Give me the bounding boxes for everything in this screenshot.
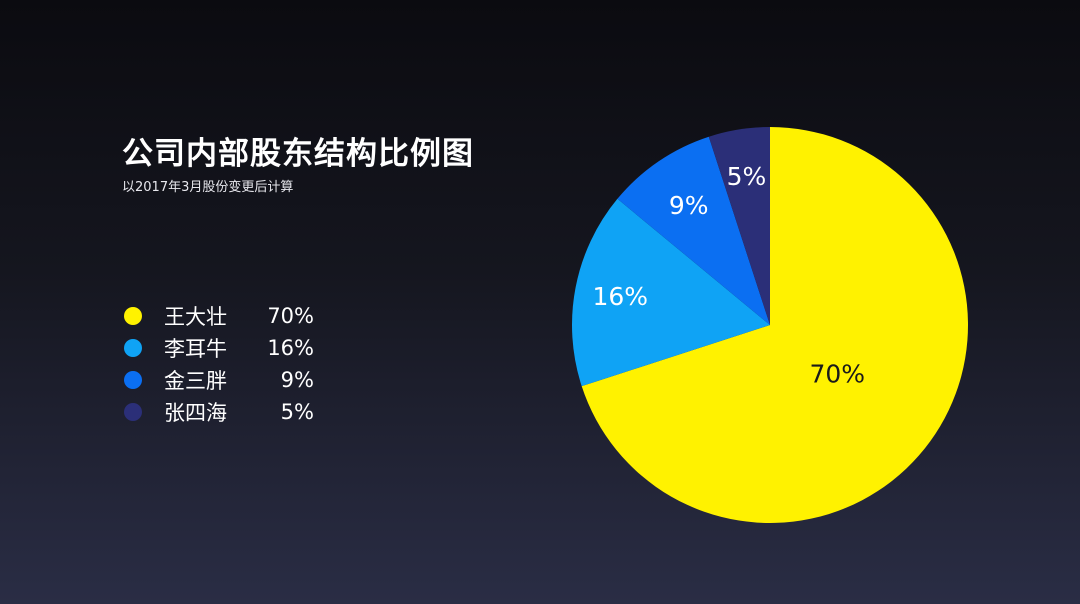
legend-item: 王大壮 70% [124,300,324,332]
slice-label: 70% [809,359,865,388]
pie-svg: 70% 16% 9% 5% [572,127,968,524]
legend-label: 张四海 [164,401,227,425]
chart-subtitle: 以2017年3月股份变更后计算 [122,180,294,195]
pie-chart: 70% 16% 9% 5% [560,115,980,535]
legend-value: 70% [267,304,314,328]
legend-swatch [124,307,142,325]
legend-value: 16% [267,336,314,360]
legend-item: 金三胖 9% [124,364,324,396]
slice-label: 5% [727,162,767,191]
legend-swatch [124,403,142,421]
legend-label: 李耳牛 [164,337,227,361]
legend-item: 李耳牛 16% [124,332,324,364]
legend-item: 张四海 5% [124,396,324,428]
pie-slice [572,198,770,387]
legend-value: 5% [280,400,314,424]
legend-label: 金三胖 [164,369,227,393]
legend-value: 9% [280,368,314,392]
legend: 王大壮 70% 李耳牛 16% 金三胖 9% 张四海 5% [124,300,324,428]
legend-swatch [124,339,142,357]
pie-slice [617,136,770,325]
pie-slice [581,127,968,524]
pie-slice [708,127,770,325]
slice-label: 16% [592,282,648,311]
chart-title: 公司内部股东结构比例图 [122,136,474,172]
slice-label: 9% [669,191,709,220]
legend-label: 王大壮 [164,305,227,329]
legend-swatch [124,371,142,389]
